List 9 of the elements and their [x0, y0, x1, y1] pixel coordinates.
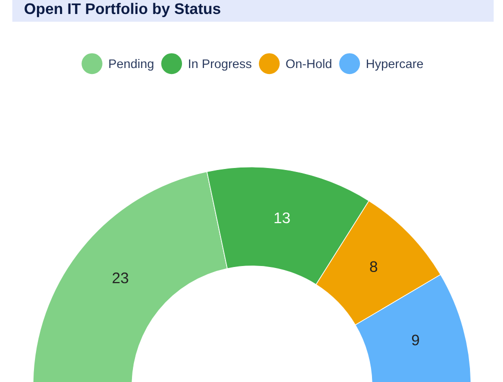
legend-label: On-Hold [286, 59, 332, 68]
legend-label: Pending [109, 59, 154, 71]
legend-label: Hypercare [366, 59, 423, 71]
data-label: 9 [412, 334, 420, 346]
chart-title: Open IT Portfolio by Status [24, 2, 220, 18]
data-label: 13 [274, 212, 290, 224]
data-label: 8 [370, 261, 378, 272]
legend-label: In Progress [189, 59, 252, 71]
data-label: 23 [112, 272, 128, 284]
